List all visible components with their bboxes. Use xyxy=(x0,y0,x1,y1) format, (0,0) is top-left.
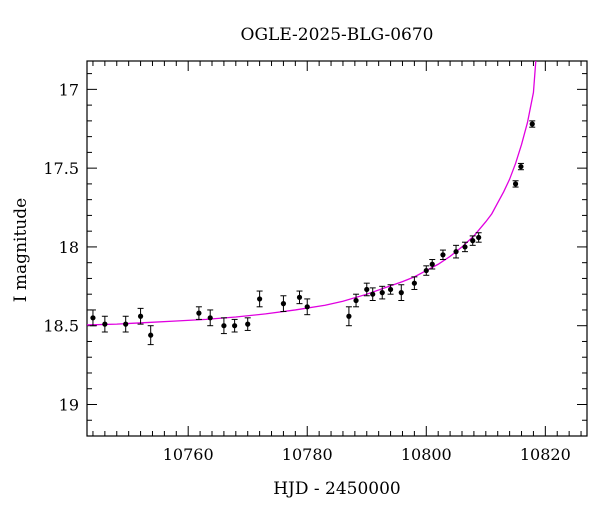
data-point xyxy=(512,181,519,187)
data-point xyxy=(387,286,394,293)
plot-area: 10760 10780 10800 10820 17 17.5 18 18.5 19 xyxy=(43,60,588,464)
y-tick-label: 18 xyxy=(59,238,79,257)
data-point xyxy=(440,252,446,258)
y-tick-label: 17 xyxy=(59,80,79,99)
y-tick-label: 17.5 xyxy=(43,159,79,178)
x-tick-label: 10820 xyxy=(520,445,571,464)
data-point xyxy=(137,313,144,319)
data-point xyxy=(90,315,96,321)
data-point xyxy=(398,290,404,296)
x-axis-label: HJD - 2450000 xyxy=(273,479,401,499)
data-point xyxy=(529,121,535,127)
data-point xyxy=(470,238,476,244)
data-point xyxy=(304,304,310,310)
data-point xyxy=(353,297,359,304)
data-point xyxy=(148,332,154,338)
plot-frame xyxy=(86,60,588,437)
x-tick-label: 10760 xyxy=(163,445,214,464)
data-point xyxy=(411,280,417,286)
data-point xyxy=(207,315,213,321)
x-tick-label: 10780 xyxy=(282,445,333,464)
data-point xyxy=(245,321,251,327)
data-point xyxy=(379,290,385,296)
x-tick-label: 10800 xyxy=(401,445,452,464)
data-point xyxy=(429,261,435,267)
model-curve xyxy=(87,61,537,326)
data-point xyxy=(123,321,129,327)
y-tick-label: 18.5 xyxy=(43,317,79,336)
data-point xyxy=(232,323,238,329)
data-point xyxy=(346,313,352,319)
data-point xyxy=(423,267,429,274)
data-point xyxy=(462,244,468,250)
data-point xyxy=(280,301,287,307)
data-point xyxy=(476,234,482,241)
data-point xyxy=(518,163,524,170)
y-tick-label: 19 xyxy=(59,395,79,414)
data-point xyxy=(364,286,370,293)
data-point xyxy=(196,310,202,316)
chart-title: OGLE-2025-BLG-0670 xyxy=(241,25,434,45)
data-point xyxy=(370,291,376,297)
data-point xyxy=(257,296,263,302)
y-axis-label: I magnitude xyxy=(11,198,31,302)
data-point xyxy=(453,249,459,255)
data-point xyxy=(221,323,227,329)
data-point xyxy=(102,321,108,327)
data-point xyxy=(296,294,303,300)
